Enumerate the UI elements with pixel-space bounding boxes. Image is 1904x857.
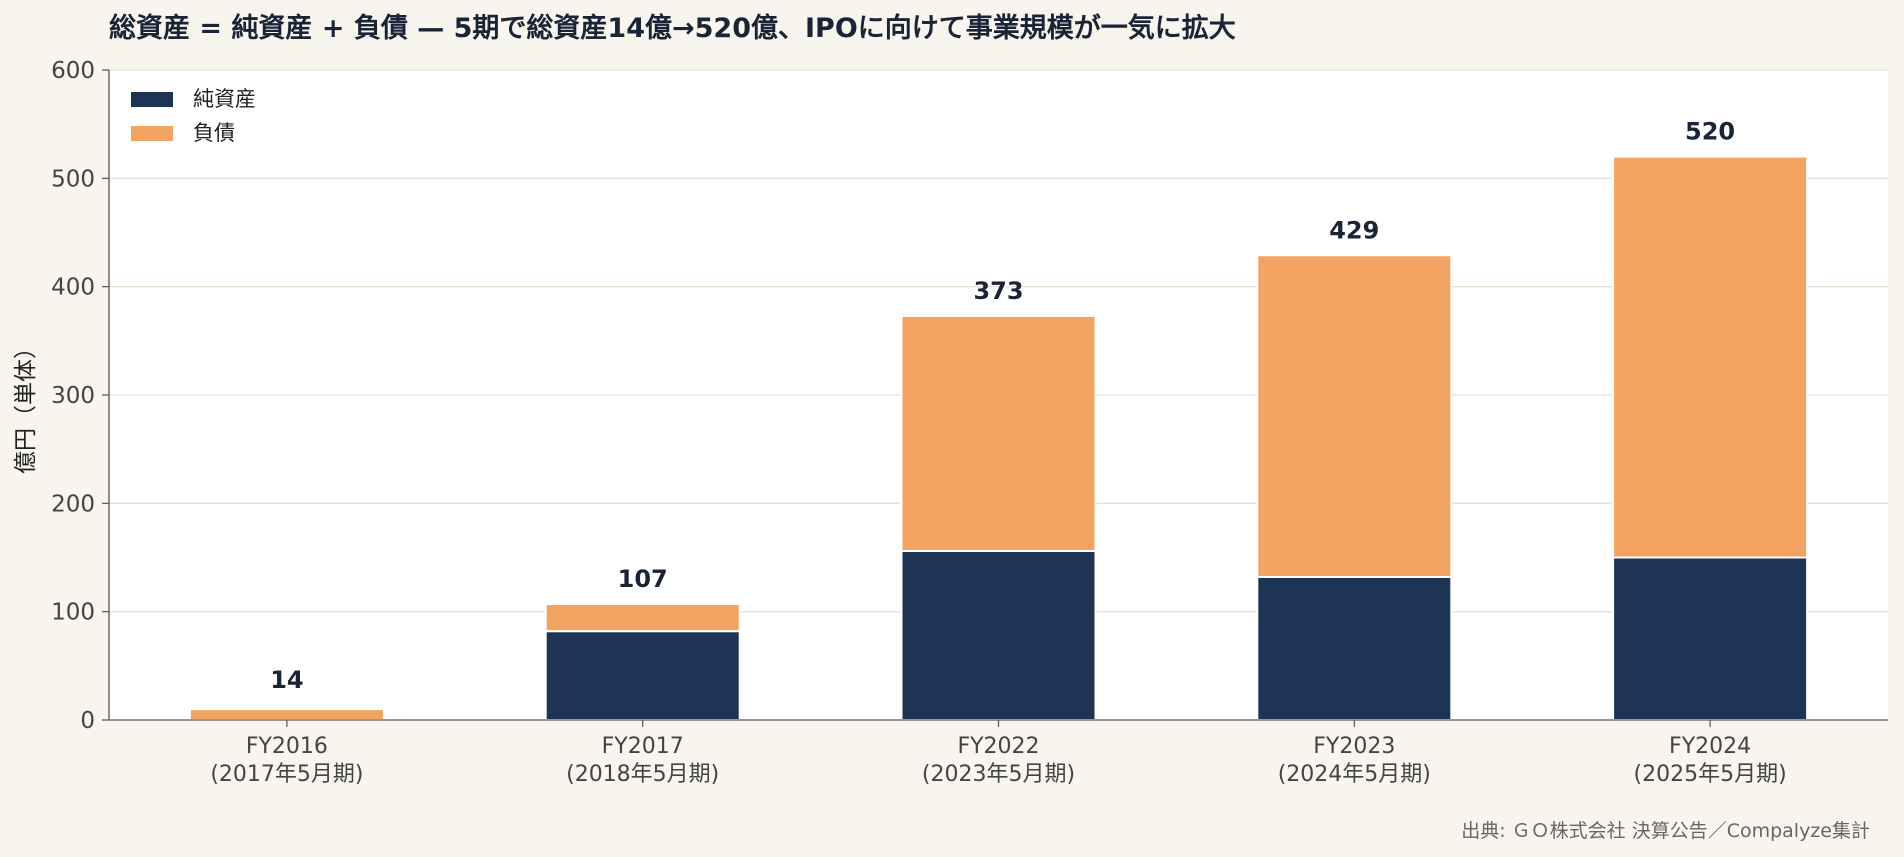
x-tick-sublabel: (2025年5月期) [1634,762,1787,787]
bar-liabilities [544,603,741,633]
legend-swatch [131,126,173,141]
x-tick-label: FY2023 [1313,734,1395,759]
x-tick-sublabel: (2018年5月期) [566,762,719,787]
bar-net-assets [1256,576,1453,721]
y-tick-label: 100 [51,600,95,626]
y-tick-label: 400 [51,275,95,301]
x-tick-label: FY2022 [957,734,1039,759]
bar-liabilities [188,708,385,722]
legend-label: 負債 [193,121,235,145]
x-tick-sublabel: (2017年5月期) [210,762,363,787]
bar-liabilities [1612,155,1809,559]
y-axis-title: 億円（単体） [13,336,39,474]
x-tick-label: FY2017 [602,734,684,759]
chart-title: 総資産 = 純資産 + 負債 — 5期で総資産14億→520億、IPOに向けて事… [109,12,1236,44]
bar-net-assets [1612,556,1809,721]
x-tick-sublabel: (2023年5月期) [922,762,1075,787]
bar-net-assets [544,630,741,722]
total-value-label: 520 [1685,118,1735,146]
y-tick-label: 0 [80,708,95,734]
bar-net-assets [900,550,1097,721]
y-tick-label: 200 [51,491,95,517]
legend-swatch [131,92,173,107]
bar-liabilities [1256,254,1453,578]
y-axis-ticks: 0 100 200 300 400 500 600 [51,58,109,734]
x-tick-sublabel: (2024年5月期) [1278,762,1431,787]
x-axis-ticks: FY2016 (2017年5月期) FY2017 (2018年5月期) FY2022 (2… [210,720,1787,787]
bar-liabilities [900,314,1097,552]
total-labels: 14 107 373 429 520 [270,118,1735,694]
total-value-label: 107 [618,565,668,593]
x-tick-label: FY2024 [1669,734,1751,759]
total-value-label: 373 [973,277,1023,305]
total-value-label: 14 [270,666,303,694]
total-value-label: 429 [1329,216,1379,244]
x-tick-label: FY2016 [246,734,328,759]
y-tick-label: 600 [51,58,95,84]
source-note: 出典: ＧＯ株式会社 決算公告／Compalyze集計 [1461,820,1870,842]
legend-label: 純資産 [193,87,256,111]
y-tick-label: 500 [51,166,95,192]
y-tick-label: 300 [51,383,95,409]
bars [188,155,1809,722]
